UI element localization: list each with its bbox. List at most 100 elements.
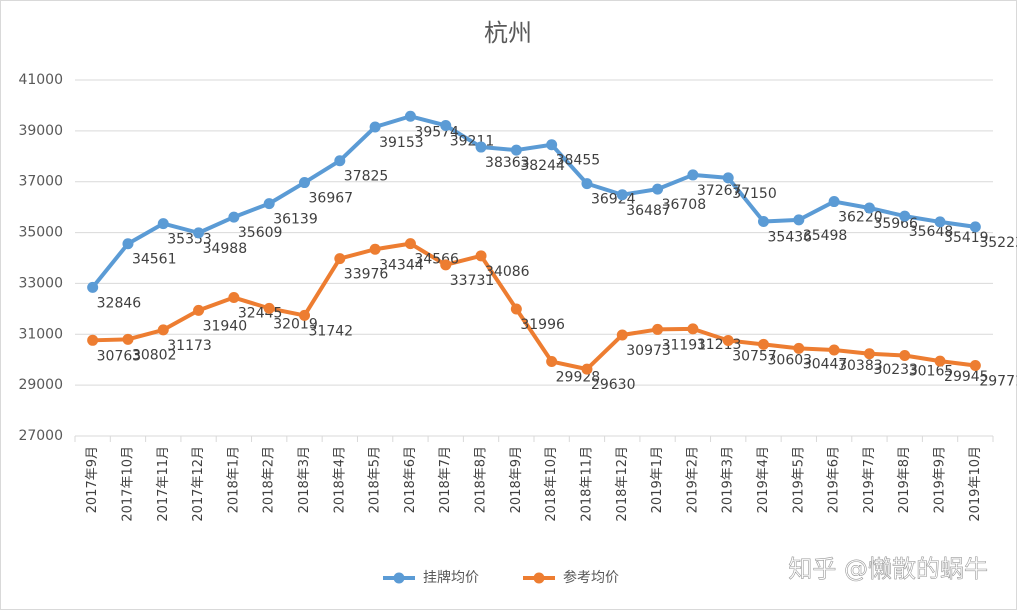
data-label: 38244	[520, 158, 565, 174]
x-tick-label: 2019年6月	[827, 446, 842, 513]
data-label: 29945	[944, 369, 989, 385]
data-label: 39211	[450, 133, 495, 149]
data-point	[193, 304, 205, 316]
x-tick-label: 2018年2月	[262, 446, 277, 513]
data-point	[369, 121, 381, 133]
data-point	[899, 350, 911, 362]
x-tick-label: 2019年1月	[650, 446, 665, 513]
watermark: 知乎 @懒散的蜗牛	[788, 555, 988, 583]
data-point	[334, 253, 346, 265]
data-label: 34566	[414, 252, 459, 268]
x-tick-label: 2019年10月	[968, 446, 983, 522]
data-point	[934, 216, 946, 228]
legend-label: 参考均价	[563, 569, 619, 586]
data-point	[616, 189, 628, 201]
data-point	[828, 344, 840, 356]
data-label: 31940	[203, 318, 248, 334]
data-label: 36220	[838, 210, 883, 226]
data-label: 35609	[238, 225, 283, 241]
data-label: 36487	[626, 203, 671, 219]
data-label: 35436	[768, 229, 813, 245]
data-point	[722, 334, 734, 346]
x-tick-label: 2019年4月	[756, 446, 771, 513]
data-point	[228, 292, 240, 304]
data-label: 32846	[97, 295, 142, 311]
data-label: 29630	[591, 377, 636, 393]
data-point	[934, 355, 946, 367]
data-point	[263, 198, 275, 210]
data-label: 34344	[379, 257, 424, 273]
data-label: 30165	[909, 364, 954, 380]
data-point	[263, 302, 275, 314]
x-tick-label: 2019年8月	[897, 446, 912, 513]
y-tick-label: 41000	[18, 72, 63, 88]
x-tick-label: 2018年6月	[403, 446, 418, 513]
data-point	[510, 303, 522, 315]
data-point	[616, 329, 628, 341]
data-point	[652, 183, 664, 195]
data-point	[687, 169, 699, 181]
data-point	[122, 238, 134, 250]
data-point	[299, 177, 310, 189]
x-tick-label: 2017年10月	[120, 446, 135, 522]
data-point	[369, 243, 381, 255]
data-point	[157, 324, 169, 336]
data-label: 31996	[520, 317, 565, 333]
data-label: 37825	[344, 169, 389, 185]
data-point	[581, 363, 593, 375]
data-point	[722, 172, 734, 184]
data-label: 35648	[909, 224, 954, 240]
data-point	[652, 323, 664, 335]
data-label: 35498	[803, 228, 848, 244]
data-point	[87, 281, 99, 293]
data-label: 30763	[97, 348, 142, 364]
data-point	[793, 342, 805, 354]
x-tick-label: 2018年7月	[438, 446, 453, 513]
data-label: 34988	[203, 241, 248, 257]
legend-marker	[393, 572, 405, 584]
y-tick-label: 35000	[18, 225, 63, 241]
data-label: 35419	[944, 230, 989, 246]
data-point	[87, 334, 99, 346]
legend-marker	[533, 572, 545, 584]
data-point	[899, 210, 911, 222]
data-label: 34086	[485, 264, 530, 280]
x-tick-label: 2018年5月	[368, 446, 383, 513]
data-label: 33976	[344, 267, 389, 283]
data-point	[122, 333, 134, 345]
data-point	[687, 323, 699, 335]
data-point	[440, 259, 452, 271]
data-label: 38363	[485, 155, 530, 171]
y-tick-label: 29000	[18, 377, 63, 393]
data-label: 36967	[309, 191, 354, 207]
data-label: 30757	[732, 348, 777, 364]
y-tick-label: 27000	[18, 428, 63, 444]
data-point	[334, 155, 346, 167]
data-label: 29771	[979, 374, 1017, 390]
chart-title: 杭州	[484, 19, 532, 47]
data-point	[828, 196, 840, 208]
data-point	[510, 144, 522, 156]
data-label: 30447	[803, 356, 848, 372]
data-label: 33731	[450, 273, 495, 289]
data-label: 39153	[379, 135, 424, 151]
x-tick-label: 2018年10月	[544, 446, 559, 522]
data-point	[440, 119, 452, 131]
data-label: 30233	[873, 362, 918, 378]
data-label: 30603	[768, 352, 813, 368]
x-tick-label: 2018年11月	[579, 446, 594, 522]
data-point	[581, 178, 593, 190]
data-label: 34561	[132, 252, 177, 268]
x-tick-label: 2019年3月	[721, 446, 736, 513]
data-label: 31191	[662, 337, 707, 353]
x-tick-label: 2017年9月	[85, 446, 100, 513]
x-tick-label: 2019年9月	[933, 446, 948, 513]
x-tick-label: 2019年2月	[685, 446, 700, 513]
data-label: 30383	[838, 358, 883, 374]
data-label: 30802	[132, 347, 177, 363]
x-tick-label: 2017年12月	[191, 446, 206, 522]
x-tick-label: 2019年5月	[791, 446, 806, 513]
data-point	[404, 238, 416, 250]
x-tick-label: 2018年9月	[509, 446, 524, 513]
